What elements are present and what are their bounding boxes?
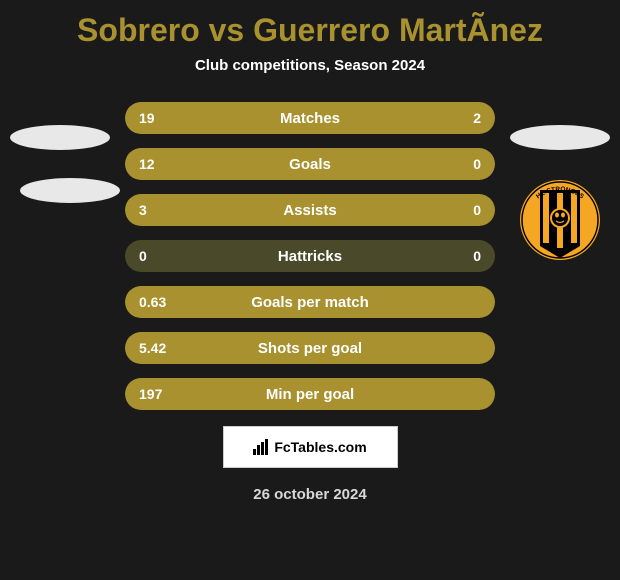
date-label: 26 october 2024: [0, 486, 620, 503]
stat-value-right: 0: [473, 156, 481, 172]
page-title: Sobrero vs Guerrero MartÃnez: [0, 0, 620, 49]
stat-row: 12Goals0: [125, 148, 495, 180]
stat-row: 5.42Shots per goal: [125, 332, 495, 364]
stat-label: Assists: [125, 202, 495, 219]
footer-brand-box: FcTables.com: [223, 426, 398, 468]
stat-row: 0.63Goals per match: [125, 286, 495, 318]
stat-row: 19Matches2: [125, 102, 495, 134]
stat-row: 3Assists0: [125, 194, 495, 226]
stats-container: 19Matches212Goals03Assists00Hattricks00.…: [125, 102, 495, 410]
stat-row: 0Hattricks0: [125, 240, 495, 272]
page-subtitle: Club competitions, Season 2024: [0, 57, 620, 74]
chart-bars-icon: [253, 439, 271, 455]
stat-label: Goals per match: [125, 294, 495, 311]
stat-row: 197Min per goal: [125, 378, 495, 410]
stat-value-right: 2: [473, 110, 481, 126]
player2-marker-top: [510, 125, 610, 150]
stat-label: Hattricks: [125, 248, 495, 265]
stat-value-right: 0: [473, 248, 481, 264]
player1-marker-top: [10, 125, 110, 150]
stat-label: Matches: [125, 110, 495, 127]
stat-value-right: 0: [473, 202, 481, 218]
stat-label: Min per goal: [125, 386, 495, 403]
footer-brand-text: FcTables.com: [274, 439, 366, 455]
player1-marker-bottom: [20, 178, 120, 203]
stat-label: Shots per goal: [125, 340, 495, 357]
team-badge-icon: HE STRONGES: [510, 178, 610, 263]
stat-label: Goals: [125, 156, 495, 173]
